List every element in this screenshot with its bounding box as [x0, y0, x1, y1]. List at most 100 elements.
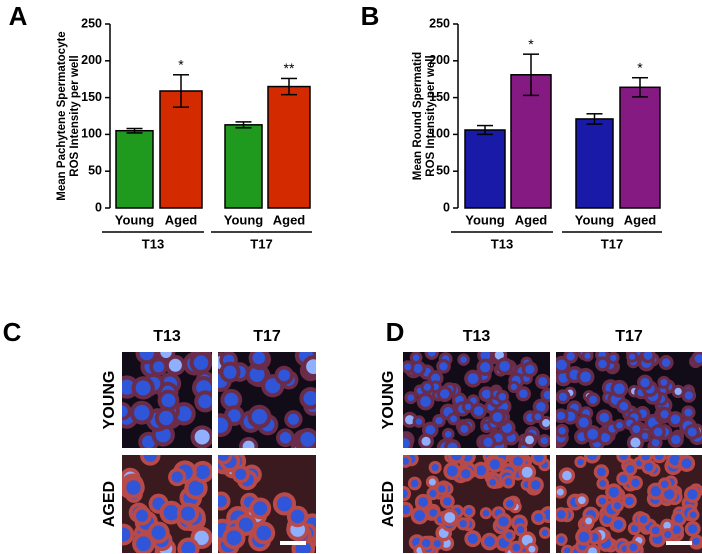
nucleus — [450, 415, 458, 423]
nucleus — [142, 435, 155, 448]
nucleus — [651, 438, 660, 447]
nucleus — [136, 509, 149, 522]
row-label: AGED — [380, 481, 397, 527]
nucleus — [407, 394, 415, 402]
nucleus — [644, 462, 654, 472]
x-tick-label: Aged — [165, 212, 198, 227]
bar — [619, 86, 661, 209]
nucleus — [290, 509, 305, 524]
nucleus — [578, 531, 590, 543]
nucleus — [482, 509, 490, 517]
nucleus — [498, 392, 507, 401]
nucleus — [505, 532, 513, 539]
nucleus — [674, 387, 682, 396]
nucleus — [681, 458, 692, 469]
bar — [159, 90, 203, 209]
nucleus — [513, 456, 523, 466]
nucleus — [631, 478, 640, 488]
x-tick-label: Young — [224, 212, 264, 227]
scale-bar — [666, 541, 692, 545]
x-tick-label: Young — [115, 212, 155, 227]
nucleus — [608, 486, 620, 498]
error-bar — [586, 113, 603, 125]
nucleus — [242, 440, 255, 448]
nucleus — [587, 455, 598, 461]
nucleus — [556, 359, 567, 371]
nucleus — [420, 396, 431, 407]
nucleus — [227, 409, 241, 423]
nucleus — [641, 455, 650, 461]
cells — [218, 455, 316, 553]
nucleus — [483, 437, 493, 447]
nucleus — [670, 414, 681, 425]
nucleus — [674, 513, 684, 523]
nucleus — [541, 529, 549, 536]
group-label: T13 — [491, 236, 513, 251]
nucleus — [403, 457, 409, 465]
error-bar — [126, 127, 143, 134]
nucleus — [661, 358, 671, 367]
group-label: T13 — [142, 236, 164, 251]
cells — [556, 352, 702, 448]
nucleus — [558, 392, 568, 402]
nucleus — [404, 363, 412, 371]
y-tick-label: 250 — [81, 16, 102, 30]
y-axis-label: Mean Round Spermatid — [412, 52, 424, 180]
nucleus — [587, 428, 599, 440]
nucleus — [525, 364, 535, 375]
nucleus — [566, 352, 575, 361]
y-tick-label: 0 — [95, 200, 102, 214]
nucleus — [596, 467, 606, 477]
nucleus — [447, 442, 458, 448]
error-bar — [235, 121, 252, 129]
bar — [267, 85, 311, 209]
nucleus — [626, 465, 635, 474]
nucleus — [543, 390, 550, 400]
nucleus — [625, 496, 634, 506]
significance-label: * — [178, 56, 184, 72]
nucleus — [134, 404, 150, 421]
nucleus — [580, 371, 591, 383]
nucleus — [256, 525, 272, 541]
bar — [115, 129, 154, 209]
nucleus — [198, 394, 212, 409]
nucleus — [534, 455, 544, 463]
nucleus — [194, 530, 209, 545]
nucleus — [577, 496, 586, 505]
nucleus — [479, 362, 491, 373]
nucleus — [278, 369, 291, 382]
nucleus — [585, 517, 593, 525]
x-tick-label: Young — [575, 212, 615, 227]
nucleus — [226, 530, 242, 546]
nucleus — [194, 429, 210, 445]
nucleus — [650, 486, 662, 497]
panel-label: B — [361, 1, 380, 31]
nucleus — [563, 547, 571, 553]
nucleus — [428, 478, 436, 486]
nucleus — [403, 489, 408, 499]
cells — [122, 352, 212, 448]
nucleus — [475, 465, 487, 476]
nucleus — [467, 373, 479, 384]
nucleus — [439, 362, 448, 371]
nucleus — [528, 545, 536, 553]
x-tick-label: Aged — [624, 212, 657, 227]
nucleus — [224, 392, 239, 407]
error-bar — [477, 124, 493, 136]
nucleus — [498, 516, 509, 527]
nucleus — [531, 480, 541, 490]
nucleus — [161, 393, 176, 408]
nucleus — [251, 408, 268, 425]
nucleus — [418, 497, 428, 507]
nucleus — [414, 510, 425, 521]
bar — [464, 129, 506, 209]
nucleus — [439, 389, 450, 399]
error-bar — [632, 76, 648, 98]
x-tick-label: Young — [465, 212, 505, 227]
y-tick-label: 150 — [429, 90, 450, 104]
nucleus — [506, 499, 514, 508]
nucleus — [300, 431, 316, 447]
nucleus — [433, 540, 441, 548]
nucleus — [151, 525, 166, 540]
